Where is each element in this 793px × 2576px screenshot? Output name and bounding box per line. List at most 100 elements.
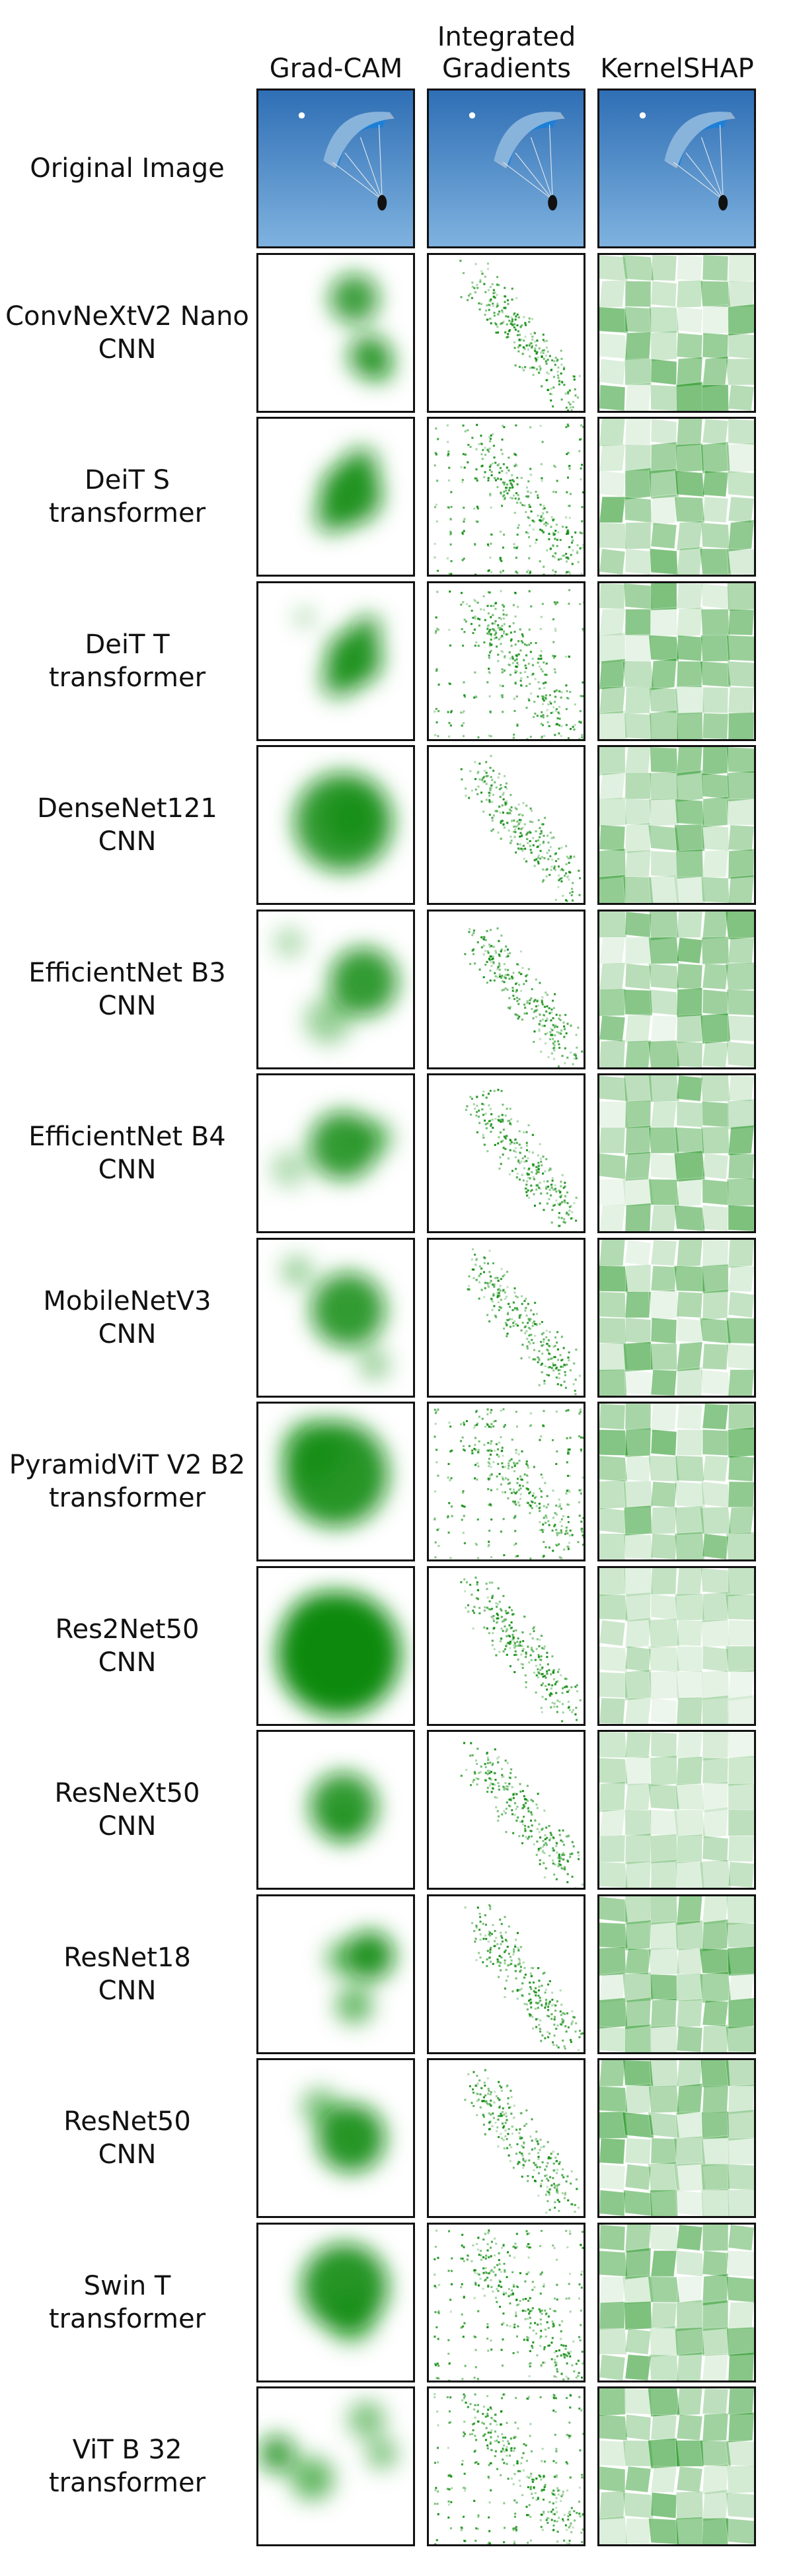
shap-map-densenet121 [597, 745, 756, 905]
cell-graphic [599, 1239, 754, 1396]
model-name: DeiT S [84, 465, 170, 495]
model-name: ViT B 32 [72, 2435, 182, 2465]
cell-graphic [429, 90, 584, 246]
model-kind: CNN [98, 334, 157, 365]
cell-graphic [297, 609, 383, 699]
model-name: ResNet18 [63, 1942, 191, 1973]
cell-graphic [293, 771, 393, 872]
cell-graphic [274, 927, 398, 1044]
cell-graphic [282, 1255, 390, 1380]
gradcam-map-vit-b-32 [256, 2386, 415, 2546]
cell-graphic [599, 2224, 754, 2380]
model-name: MobileNetV3 [43, 1285, 211, 1316]
cell-graphic [465, 1089, 578, 1231]
ig-map-convnextv2-nano [427, 252, 585, 413]
cell-graphic [301, 2088, 385, 2172]
ig-map-resnet50 [427, 2058, 585, 2218]
ig-map-densenet121 [427, 745, 585, 905]
row-label-efficientnet-b4: EfficientNet B4 CNN [0, 1120, 254, 1186]
gradcam-map-deit-s [256, 417, 415, 577]
shap-map-mobilenetv3 [597, 1237, 756, 1398]
cell-graphic [467, 1248, 582, 1395]
cell-graphic [277, 1591, 401, 1716]
row-label-resnext50: ResNeXt50 CNN [0, 1777, 254, 1843]
gradcam-map-resnet50 [256, 2058, 415, 2218]
model-name: ConvNeXtV2 Nano [5, 301, 249, 332]
cell-graphic [258, 90, 413, 246]
model-name: ResNeXt50 [54, 1778, 200, 1808]
model-kind: CNN [98, 1811, 157, 1842]
cell-graphic [599, 2060, 754, 2216]
gradcam-map-convnextv2-nano [256, 252, 415, 413]
cell-graphic [464, 1904, 584, 2052]
column-header-shap: KernelSHAP [600, 54, 754, 84]
row-label-original-image: Original Image [0, 152, 254, 185]
model-kind: CNN [98, 1647, 157, 1678]
cell-graphic [460, 755, 582, 902]
cell-graphic [434, 1408, 584, 1559]
ig-map-resnext50 [427, 1730, 585, 1890]
shap-map-efficientnet-b3 [597, 909, 756, 1069]
model-name: EfficientNet B4 [28, 1122, 226, 1152]
gradcam-map-efficientnet-b4 [256, 1073, 415, 1233]
cell-graphic [599, 583, 754, 739]
ig-map-efficientnet-b3 [427, 909, 585, 1069]
ig-map-swin-t [427, 2222, 585, 2382]
model-kind: transformer [48, 662, 206, 693]
cell-graphic [434, 423, 584, 575]
model-name: DeiT T [85, 629, 170, 660]
shap-map-res2net50 [597, 1565, 756, 1726]
gradcam-map-swin-t [256, 2222, 415, 2382]
cell-graphic [329, 273, 395, 383]
column-header-gradcam: Grad-CAM [269, 54, 403, 84]
row-label-res2net50: Res2Net50 CNN [0, 1613, 254, 1679]
row-label-efficientnet-b3: EfficientNet B3 CNN [0, 956, 254, 1022]
cell-graphic [459, 259, 581, 411]
ig-map-mobilenetv3 [427, 1237, 585, 1398]
ig-map-deit-s [427, 417, 585, 577]
gradcam-map-densenet121 [256, 745, 415, 905]
model-name: Original Image [30, 153, 225, 184]
gradcam-map-deit-t [256, 581, 415, 741]
cell-graphic [309, 1772, 378, 1844]
cell-graphic [599, 747, 754, 903]
cell-graphic [599, 1567, 754, 1724]
model-name: ResNet50 [63, 2106, 191, 2137]
model-kind: CNN [98, 2139, 157, 2170]
ig-map-deit-t [427, 581, 585, 741]
row-label-convnextv2-nano: ConvNeXtV2 Nano CNN [0, 300, 254, 366]
cell-graphic [599, 254, 754, 411]
cell-graphic [434, 589, 584, 739]
cell-graphic [434, 2229, 584, 2380]
row-label-resnet18: ResNet18 CNN [0, 1941, 254, 2007]
model-kind: transformer [48, 1483, 206, 1513]
cell-graphic [599, 1732, 754, 1888]
gradcam-map-res2net50 [256, 1565, 415, 1726]
cell-graphic [599, 911, 754, 1067]
cell-graphic [599, 419, 754, 575]
ig-map-efficientnet-b4 [427, 1073, 585, 1233]
cell-graphic [282, 1419, 389, 1527]
model-kind: transformer [48, 2468, 206, 2498]
original-image-original-image [427, 89, 585, 248]
model-kind: CNN [98, 1975, 157, 2006]
shap-map-deit-s [597, 417, 756, 577]
shap-map-vit-b-32 [597, 2386, 756, 2546]
model-name: Res2Net50 [55, 1614, 200, 1645]
gradcam-map-resnet18 [256, 1894, 415, 2054]
model-kind: CNN [98, 826, 157, 857]
cell-graphic [301, 2242, 389, 2343]
gradcam-map-pyramidvit-v2-b2 [256, 1402, 415, 1561]
cell-graphic [258, 2400, 398, 2501]
model-kind: transformer [48, 498, 206, 528]
column-header-ig: Integrated Gradients [437, 22, 576, 84]
cell-graphic [314, 447, 383, 534]
row-label-mobilenetv3: MobileNetV3 CNN [0, 1285, 254, 1351]
row-label-resnet50: ResNet50 CNN [0, 2105, 254, 2171]
row-label-pyramidvit-v2-b2: PyramidViT V2 B2 transformer [0, 1449, 254, 1515]
ig-map-pyramidvit-v2-b2 [427, 1402, 585, 1561]
cell-graphic [599, 1075, 754, 1231]
ig-map-vit-b-32 [427, 2386, 585, 2546]
cell-graphic [460, 1576, 582, 1722]
